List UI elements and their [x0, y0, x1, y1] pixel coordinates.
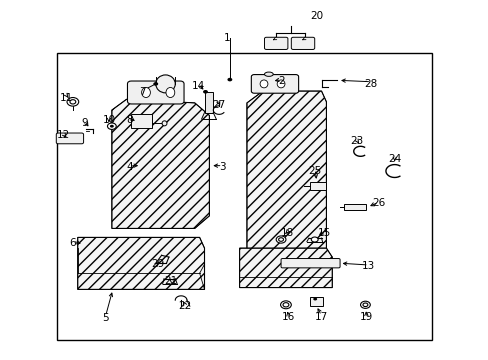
Text: 25: 25: [308, 166, 321, 176]
Ellipse shape: [156, 75, 175, 93]
Circle shape: [276, 236, 285, 243]
Circle shape: [313, 298, 317, 301]
Text: 8: 8: [126, 115, 133, 125]
FancyBboxPatch shape: [56, 133, 83, 144]
Ellipse shape: [260, 80, 267, 88]
Text: 12: 12: [57, 130, 70, 140]
Text: 21: 21: [163, 276, 177, 286]
Circle shape: [110, 125, 114, 128]
Circle shape: [70, 100, 76, 104]
Text: 24: 24: [387, 154, 401, 164]
Circle shape: [227, 78, 232, 81]
Text: 15: 15: [317, 228, 330, 238]
Text: 6: 6: [69, 238, 76, 248]
Text: 20: 20: [309, 11, 323, 21]
Ellipse shape: [142, 87, 150, 98]
FancyBboxPatch shape: [264, 37, 287, 49]
Text: 11: 11: [60, 93, 73, 103]
Text: 7: 7: [139, 87, 145, 97]
Circle shape: [311, 237, 318, 242]
FancyBboxPatch shape: [251, 75, 298, 93]
Ellipse shape: [162, 121, 166, 126]
FancyBboxPatch shape: [281, 258, 339, 268]
Text: 27: 27: [212, 100, 225, 111]
Text: 26: 26: [371, 198, 385, 208]
Text: 4: 4: [126, 162, 133, 172]
Text: 23: 23: [349, 136, 363, 146]
Text: 13: 13: [362, 261, 375, 271]
Polygon shape: [78, 237, 204, 289]
Circle shape: [362, 303, 367, 307]
Text: 5: 5: [102, 313, 109, 323]
Text: 1: 1: [224, 33, 230, 43]
Polygon shape: [246, 91, 326, 267]
Text: 19: 19: [359, 312, 372, 322]
Text: 3: 3: [219, 162, 225, 172]
Circle shape: [67, 98, 79, 106]
Polygon shape: [112, 99, 209, 228]
Text: 29: 29: [151, 259, 164, 269]
Text: 9: 9: [81, 118, 88, 128]
Ellipse shape: [277, 80, 285, 88]
Text: 18: 18: [280, 228, 293, 238]
Bar: [344, 204, 366, 211]
Bar: [309, 182, 326, 190]
Text: 14: 14: [191, 81, 204, 91]
Ellipse shape: [165, 87, 174, 98]
Text: 2: 2: [277, 76, 284, 86]
Circle shape: [280, 301, 291, 309]
Text: 22: 22: [178, 301, 191, 311]
Polygon shape: [239, 248, 331, 288]
Circle shape: [283, 303, 288, 307]
Text: 10: 10: [102, 115, 115, 125]
Bar: [204, 92, 213, 113]
Text: 17: 17: [314, 312, 327, 322]
FancyBboxPatch shape: [127, 81, 183, 104]
Text: 28: 28: [364, 79, 377, 89]
Bar: [57, 53, 431, 339]
Text: 16: 16: [281, 312, 294, 322]
Circle shape: [360, 301, 369, 309]
Bar: [310, 297, 322, 306]
Bar: [265, 76, 272, 91]
Circle shape: [203, 90, 207, 94]
Circle shape: [107, 123, 116, 130]
Bar: [131, 114, 152, 128]
Circle shape: [153, 82, 158, 86]
Ellipse shape: [264, 72, 273, 76]
Circle shape: [278, 238, 283, 241]
FancyBboxPatch shape: [291, 37, 314, 49]
